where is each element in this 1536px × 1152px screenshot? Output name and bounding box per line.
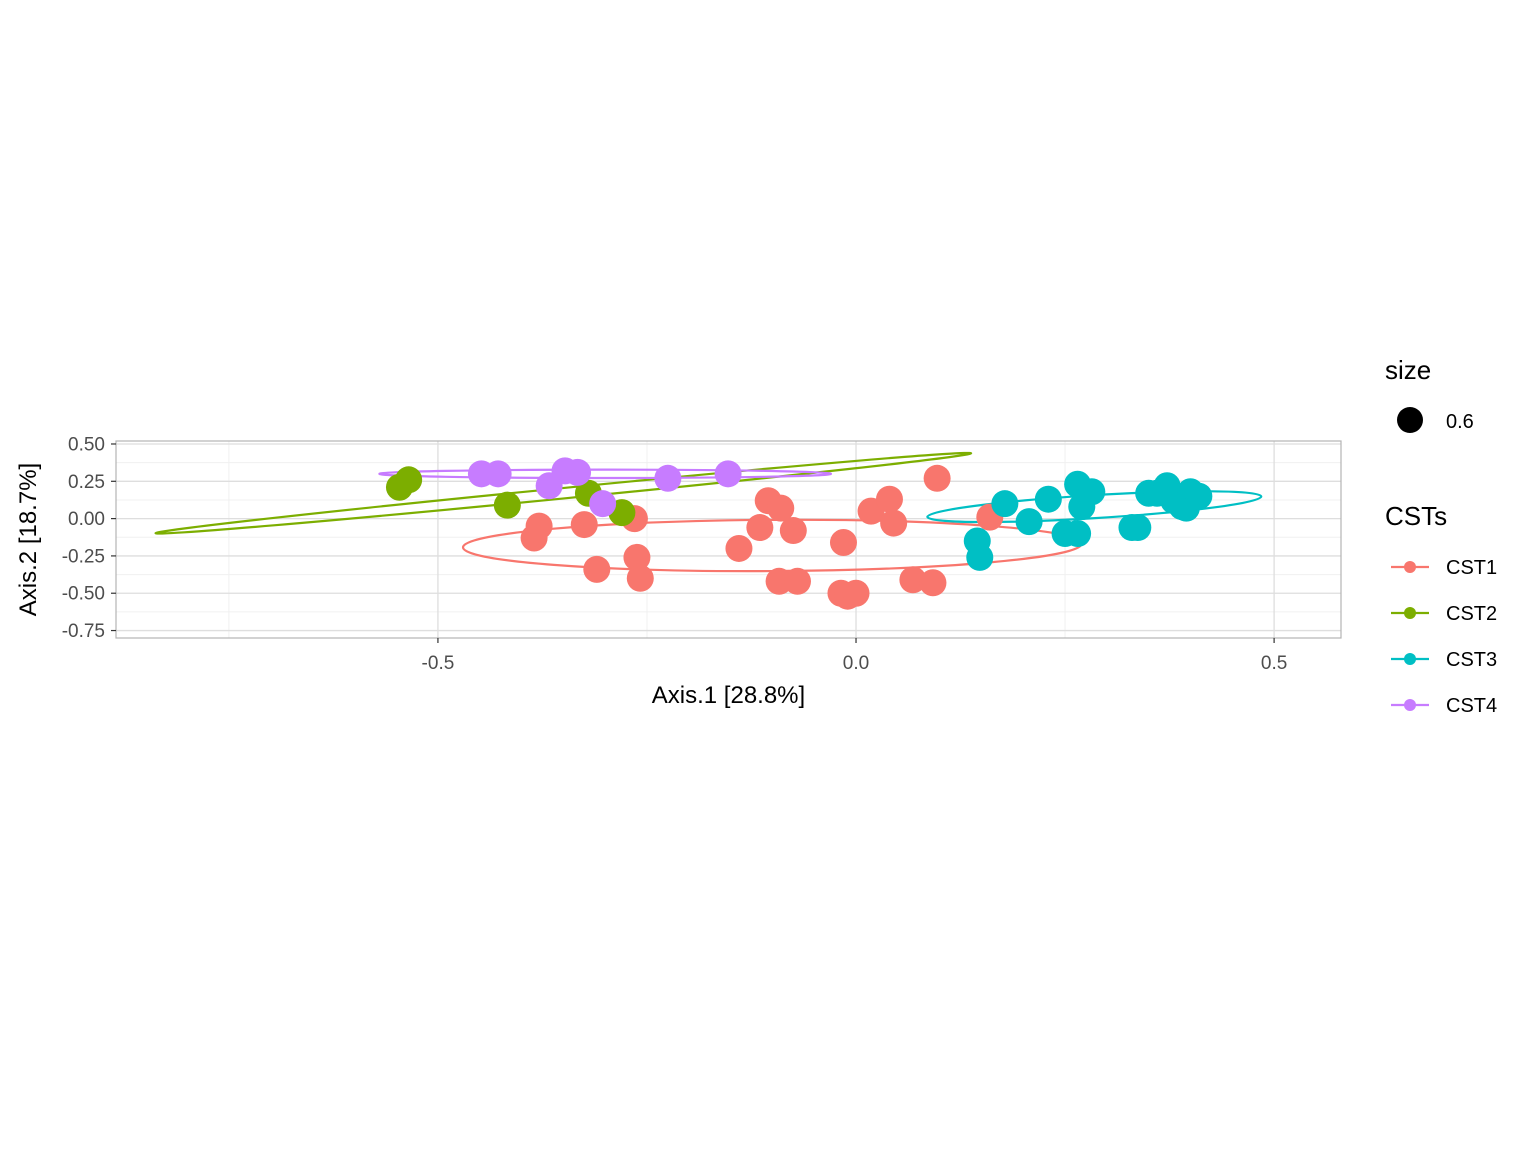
- point-cst3: [1015, 508, 1043, 536]
- x-tick-label: -0.5: [422, 653, 455, 674]
- point-cst1: [880, 509, 908, 537]
- legend-size-key: [1397, 407, 1423, 433]
- point-cst3: [966, 543, 994, 571]
- y-tick-label: 0.00: [68, 509, 105, 530]
- ellipse-cst2: [154, 451, 973, 535]
- point-cst1: [520, 524, 548, 552]
- legend-key-dot: [1404, 607, 1416, 619]
- x-axis-title: Axis.1 [28.8%]: [652, 682, 805, 709]
- y-tick-label: -0.75: [62, 621, 105, 642]
- legend-color: CSTs CST1 CST2 CST3 CST4: [1385, 501, 1497, 717]
- legend-item-cst4: CST4: [1391, 695, 1497, 717]
- point-cst1: [767, 494, 795, 522]
- point-cst1: [779, 517, 807, 545]
- point-cst1: [919, 569, 947, 597]
- x-tick-label: 0.0: [843, 653, 869, 674]
- legend-size-label: 0.6: [1446, 411, 1474, 433]
- point-cst3: [1124, 514, 1152, 542]
- legend-size: size 0.6: [1385, 355, 1474, 433]
- point-cst3: [1185, 482, 1213, 510]
- point-cst4: [654, 464, 682, 492]
- point-cst3: [1034, 485, 1062, 513]
- point-cst1: [583, 555, 611, 583]
- legend: size 0.6 CSTs CST1 CST2 CST3 CST4: [1385, 355, 1497, 717]
- point-cst2: [493, 491, 521, 519]
- legend-key-dot: [1404, 699, 1416, 711]
- x-axis-ticks: -0.5 0.0 0.5: [422, 638, 1287, 674]
- legend-item-label: CST4: [1446, 695, 1497, 717]
- point-cst3: [1064, 520, 1092, 548]
- legend-size-title: size: [1385, 355, 1431, 385]
- legend-item-cst2: CST2: [1391, 603, 1497, 625]
- point-cst3: [1078, 478, 1106, 506]
- point-cst1: [829, 528, 857, 556]
- point-cst1: [746, 514, 774, 542]
- point-cst1: [623, 543, 651, 571]
- point-cst1: [725, 534, 753, 562]
- data-points: [385, 457, 1213, 610]
- point-cst3: [991, 490, 1019, 518]
- point-cst4: [589, 490, 617, 518]
- legend-item-label: CST1: [1446, 557, 1497, 579]
- point-cst1: [899, 566, 927, 594]
- point-cst1: [875, 485, 903, 513]
- x-tick-label: 0.5: [1261, 653, 1287, 674]
- legend-key-dot: [1404, 561, 1416, 573]
- legend-item-label: CST3: [1446, 649, 1497, 671]
- legend-color-title: CSTs: [1385, 501, 1447, 531]
- legend-color-items: CST1 CST2 CST3 CST4: [1391, 557, 1497, 717]
- point-cst4: [484, 460, 512, 488]
- point-cst1: [570, 511, 598, 539]
- point-cst1: [783, 567, 811, 595]
- plot-panel: [115, 440, 1342, 639]
- point-cst2: [395, 466, 423, 494]
- point-cst1: [923, 464, 951, 492]
- legend-item-cst1: CST1: [1391, 557, 1497, 579]
- y-tick-label: 0.50: [68, 434, 105, 455]
- legend-item-label: CST2: [1446, 603, 1497, 625]
- y-axis-title: Axis.2 [18.7%]: [15, 463, 42, 616]
- y-tick-label: 0.25: [68, 472, 105, 493]
- point-cst1: [626, 564, 654, 592]
- point-cst4: [714, 460, 742, 488]
- y-axis-ticks: 0.50 0.25 0.00 -0.25 -0.50 -0.75: [62, 434, 116, 642]
- panel-border: [115, 440, 1342, 639]
- y-tick-label: -0.25: [62, 546, 105, 567]
- point-cst4: [564, 458, 592, 486]
- legend-item-cst3: CST3: [1391, 649, 1497, 671]
- ellipse-cst4: [378, 468, 833, 480]
- legend-key-dot: [1404, 653, 1416, 665]
- y-tick-label: -0.50: [62, 584, 105, 605]
- point-cst1: [842, 579, 870, 607]
